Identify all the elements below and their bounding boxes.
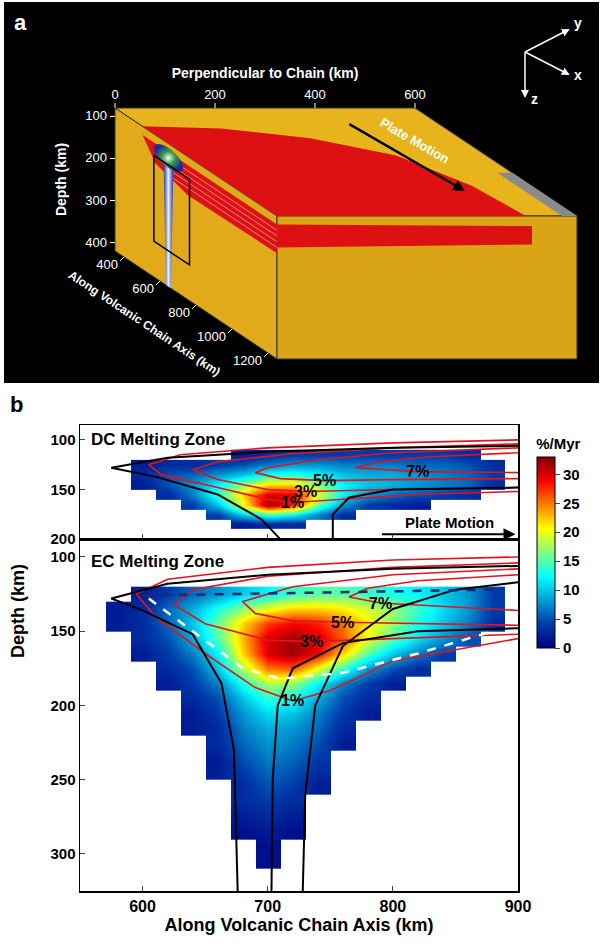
svg-text:1000: 1000: [197, 329, 226, 344]
svg-text:5: 5: [563, 610, 571, 627]
svg-text:200: 200: [204, 87, 226, 102]
svg-text:30: 30: [563, 466, 580, 483]
svg-text:Plate Motion: Plate Motion: [377, 115, 451, 167]
svg-text:150: 150: [50, 481, 75, 498]
svg-text:700: 700: [254, 898, 281, 915]
svg-text:25: 25: [563, 495, 580, 512]
svg-text:1%: 1%: [281, 692, 304, 709]
svg-text:Along Volcanic Chain Axis (km): Along Volcanic Chain Axis (km): [66, 268, 223, 379]
svg-text:1%: 1%: [281, 494, 304, 511]
svg-text:300: 300: [85, 193, 107, 208]
svg-text:800: 800: [168, 305, 190, 320]
svg-text:300: 300: [50, 845, 75, 862]
svg-text:600: 600: [132, 281, 154, 296]
svg-text:20: 20: [563, 523, 580, 540]
svg-text:600: 600: [404, 87, 426, 102]
svg-text:250: 250: [50, 771, 75, 788]
svg-text:b: b: [10, 392, 23, 417]
svg-text:DC Melting Zone: DC Melting Zone: [91, 430, 225, 449]
svg-text:Perpendicular to Chain (km): Perpendicular to Chain (km): [172, 65, 359, 81]
svg-text:y: y: [574, 15, 582, 31]
svg-text:1200: 1200: [233, 353, 262, 368]
svg-text:0: 0: [563, 639, 571, 656]
svg-text:5%: 5%: [331, 614, 354, 631]
svg-text:100: 100: [50, 431, 75, 448]
svg-text:200: 200: [50, 530, 75, 547]
svg-text:400: 400: [304, 87, 326, 102]
svg-text:10: 10: [563, 581, 580, 598]
svg-text:800: 800: [380, 898, 407, 915]
svg-text:a: a: [14, 10, 27, 35]
svg-text:7%: 7%: [369, 595, 392, 612]
svg-text:3%: 3%: [294, 483, 317, 500]
svg-text:200: 200: [85, 150, 107, 165]
svg-text:600: 600: [129, 898, 156, 915]
svg-text:15: 15: [563, 552, 580, 569]
svg-text:400: 400: [85, 235, 107, 250]
svg-text:EC Melting Zone: EC Melting Zone: [91, 552, 224, 571]
svg-text:400: 400: [96, 257, 118, 272]
svg-text:900: 900: [505, 898, 532, 915]
svg-text:0: 0: [111, 87, 118, 102]
svg-text:z: z: [531, 91, 538, 107]
svg-text:Along Volcanic Chain Axis (km): Along Volcanic Chain Axis (km): [164, 915, 433, 935]
svg-text:3%: 3%: [300, 633, 323, 650]
svg-text:100: 100: [50, 548, 75, 565]
svg-text:Depth (km): Depth (km): [53, 143, 69, 216]
svg-text:150: 150: [50, 622, 75, 639]
svg-text:x: x: [574, 67, 582, 83]
svg-text:7%: 7%: [406, 463, 429, 480]
svg-text:5%: 5%: [313, 472, 336, 489]
svg-text:100: 100: [85, 108, 107, 123]
svg-text:200: 200: [50, 697, 75, 714]
svg-text:Plate Motion: Plate Motion: [405, 514, 494, 531]
svg-text:%/Myr: %/Myr: [536, 435, 580, 452]
svg-text:Depth (km): Depth (km): [8, 564, 28, 658]
